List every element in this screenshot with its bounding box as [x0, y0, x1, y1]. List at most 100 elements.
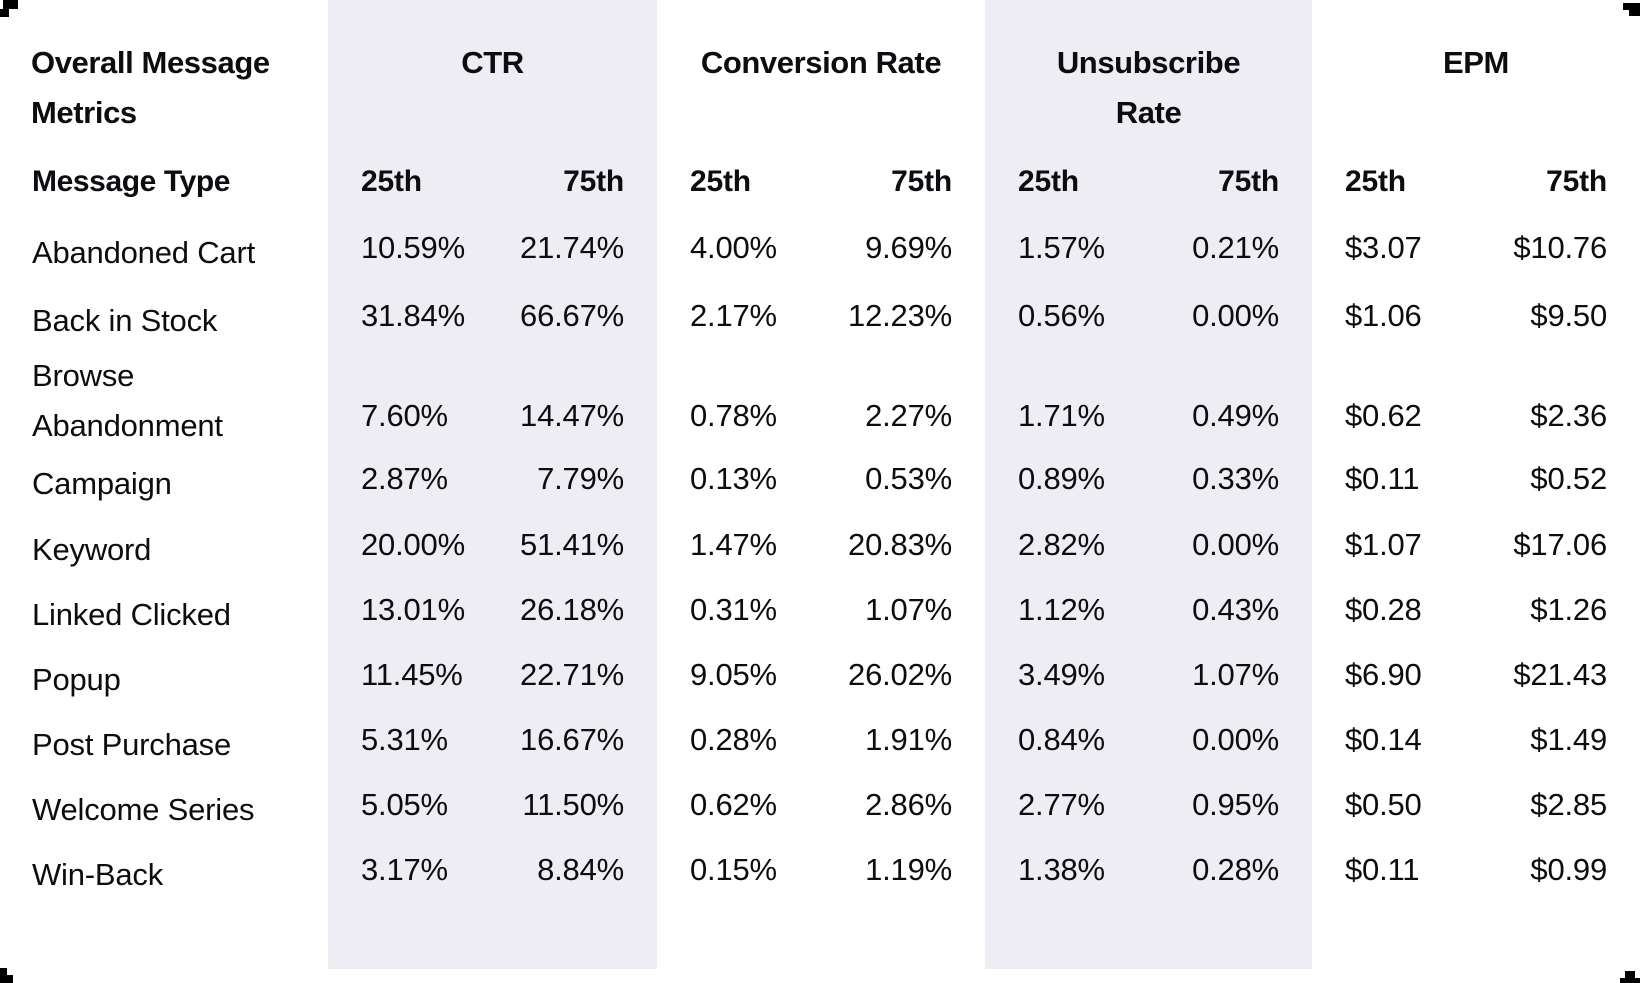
metric-value-75th: 14.47%	[520, 398, 624, 433]
metric-cell-conversion-rate: 0.28% 1.91%	[657, 722, 985, 758]
metric-value-75th: $2.85	[1530, 786, 1607, 822]
percentile-headers-ctr: 25th 75th	[328, 165, 657, 199]
table-header-row: Overall Message Metrics CTR Conversion Rat…	[0, 0, 1640, 150]
metric-cell-unsubscribe-rate: 2.77% 0.95%	[985, 787, 1312, 823]
metric-cell-unsubscribe-rate: 0.89% 0.33%	[985, 461, 1312, 497]
metric-value-25th: 0.15%	[690, 851, 777, 887]
metric-cell-unsubscribe-rate: 0.56% 0.00%	[985, 298, 1312, 334]
metric-value-75th: 0.00%	[1192, 721, 1279, 757]
table-subheader-row: Message Type 25th 75th 25th 75th 25th 75th 25t…	[0, 150, 1640, 214]
metric-value-75th: $0.52	[1530, 461, 1607, 496]
metric-value-25th: 0.31%	[690, 591, 777, 627]
metric-value-75th: 1.19%	[865, 851, 952, 887]
metric-value-25th: 1.71%	[1018, 398, 1105, 433]
ctr-column-band	[328, 0, 657, 969]
metric-value-75th: 20.83%	[848, 526, 952, 562]
metric-value-75th: 8.84%	[537, 851, 624, 887]
metric-cell-epm: $1.07 $17.06	[1312, 527, 1640, 563]
row-label: Back in Stock	[0, 296, 328, 346]
metric-value-75th: 9.69%	[865, 229, 952, 265]
page-title: Overall Message Metrics	[0, 0, 328, 150]
page-title-line: Metrics	[31, 95, 137, 130]
metric-value-25th: $0.14	[1345, 721, 1422, 757]
metric-value-25th: 1.38%	[1018, 851, 1105, 887]
message-type-label: Win-Back	[32, 856, 164, 892]
table-row: Back in Stock 31.84% 66.67% 2.17% 12.23% 0.56…	[0, 281, 1640, 351]
column-group-header-epm: EPM	[1312, 0, 1640, 150]
metric-cell-epm: $6.90 $21.43	[1312, 657, 1640, 693]
metric-cell-conversion-rate: 0.31% 1.07%	[657, 592, 985, 628]
metric-value-75th: 12.23%	[848, 298, 952, 333]
metric-value-25th: 1.12%	[1018, 591, 1105, 627]
corner-mark-bottom-left	[0, 975, 13, 983]
row-label: Browse Abandonment	[0, 351, 328, 451]
metric-cell-ctr: 13.01% 26.18%	[328, 592, 657, 628]
metric-cell-ctr: 3.17% 8.84%	[328, 852, 657, 888]
table-row: Keyword 20.00% 51.41% 1.47% 20.83% 2.82% 0.00%…	[0, 512, 1640, 577]
metric-value-75th: 16.67%	[520, 721, 624, 757]
row-label: Welcome Series	[0, 785, 328, 835]
metric-value-25th: 31.84%	[361, 298, 465, 333]
table-row: Browse Abandonment 7.60% 14.47% 0.78% 2.27% 1…	[0, 351, 1640, 446]
metric-cell-ctr: 10.59% 21.74%	[328, 230, 657, 266]
corner-mark-top-left	[0, 9, 9, 17]
metric-value-75th: 0.28%	[1192, 851, 1279, 887]
corner-mark-top-right	[1629, 10, 1640, 16]
metric-value-25th: 20.00%	[361, 526, 465, 562]
metric-value-75th: 0.00%	[1192, 298, 1279, 333]
metric-value-25th: 0.28%	[690, 721, 777, 757]
column-group-header-unsubscribe-rate: Unsubscribe Rate	[985, 0, 1312, 150]
message-type-label: Keyword	[32, 531, 152, 567]
metric-value-25th: 13.01%	[361, 591, 465, 627]
percentile-header-75th: 75th	[563, 165, 624, 198]
metric-cell-unsubscribe-rate: 1.12% 0.43%	[985, 592, 1312, 628]
corner-mark-bottom-right	[1625, 971, 1635, 978]
metric-value-25th: 2.82%	[1018, 526, 1105, 562]
metric-value-25th: 3.49%	[1018, 656, 1105, 692]
metric-value-75th: 0.43%	[1192, 591, 1279, 627]
metric-value-75th: $9.50	[1530, 298, 1607, 333]
table-body: Abandoned Cart 10.59% 21.74% 4.00% 9.69% 1.57…	[0, 214, 1640, 902]
message-type-label: Post Purchase	[32, 726, 232, 762]
percentile-headers-unsubscribe-rate: 25th 75th	[985, 165, 1312, 199]
metric-cell-ctr: 11.45% 22.71%	[328, 657, 657, 693]
metric-cell-unsubscribe-rate: 1.57% 0.21%	[985, 230, 1312, 266]
metric-value-25th: 3.17%	[361, 851, 448, 887]
row-header: Message Type	[32, 165, 231, 198]
percentile-header-25th: 25th	[1018, 165, 1079, 198]
metric-value-25th: 11.45%	[361, 656, 463, 692]
metric-value-75th: 1.07%	[865, 591, 952, 627]
metric-cell-ctr: 5.05% 11.50%	[328, 787, 657, 823]
metric-cell-epm: $0.62 $2.36	[1312, 398, 1640, 434]
metric-value-75th: $1.49	[1530, 721, 1607, 757]
row-label: Win-Back	[0, 850, 328, 900]
metric-value-25th: $0.11	[1345, 851, 1420, 887]
metric-cell-epm: $0.11 $0.52	[1312, 461, 1640, 497]
column-group-header-line: Conversion Rate	[700, 45, 942, 80]
metric-value-75th: 22.71%	[520, 656, 624, 692]
table-row: Welcome Series 5.05% 11.50% 0.62% 2.86% 2.77%…	[0, 772, 1640, 837]
metric-value-75th: 2.86%	[865, 786, 952, 822]
column-group-header-ctr: CTR	[328, 0, 657, 150]
metric-cell-ctr: 5.31% 16.67%	[328, 722, 657, 758]
corner-mark-top-right	[1623, 3, 1640, 10]
metric-value-25th: $1.07	[1345, 526, 1422, 562]
page-title-line: Overall Message	[31, 45, 270, 80]
metric-cell-unsubscribe-rate: 1.71% 0.49%	[985, 398, 1312, 434]
table-row: Abandoned Cart 10.59% 21.74% 4.00% 9.69% 1.57…	[0, 214, 1640, 281]
metric-value-75th: 2.27%	[865, 398, 952, 433]
percentile-header-25th: 25th	[361, 165, 422, 198]
percentile-headers-epm: 25th 75th	[1312, 165, 1640, 199]
metric-value-75th: $0.99	[1530, 851, 1607, 887]
metric-cell-epm: $3.07 $10.76	[1312, 230, 1640, 266]
metric-cell-ctr: 20.00% 51.41%	[328, 527, 657, 563]
metric-cell-epm: $0.11 $0.99	[1312, 852, 1640, 888]
metric-value-75th: 0.00%	[1192, 526, 1279, 562]
metric-value-25th: 10.59%	[361, 229, 465, 265]
corner-mark-bottom-right	[1620, 978, 1640, 983]
metric-cell-conversion-rate: 0.15% 1.19%	[657, 852, 985, 888]
metric-value-75th: 1.91%	[865, 721, 952, 757]
metric-value-75th: 0.49%	[1192, 398, 1279, 433]
metric-value-75th: $10.76	[1513, 229, 1607, 265]
table-row: Campaign 2.87% 7.79% 0.13% 0.53% 0.89% 0.33% $0…	[0, 446, 1640, 512]
